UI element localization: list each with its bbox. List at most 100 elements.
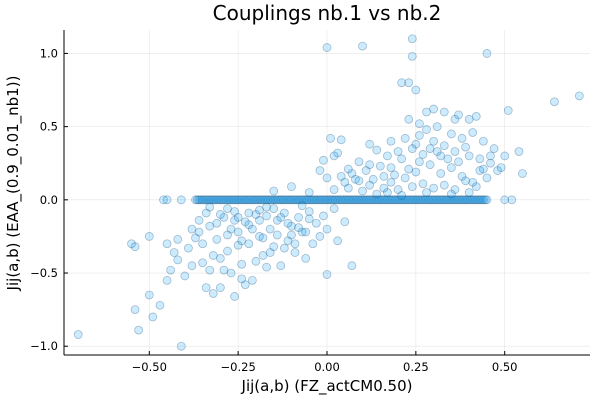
data-point (287, 195, 296, 205)
data-point (358, 195, 368, 205)
data-point (290, 248, 300, 257)
data-point (241, 195, 251, 205)
data-point (198, 239, 208, 249)
data-point (457, 133, 467, 143)
data-point (290, 239, 300, 249)
data-point (233, 195, 243, 205)
data-point (365, 195, 375, 205)
data-point (419, 195, 428, 205)
data-point (475, 166, 485, 175)
data-point (197, 195, 207, 205)
data-point (208, 251, 218, 260)
data-point (415, 195, 425, 205)
data-point (400, 173, 410, 183)
data-point (73, 330, 83, 339)
data-point (518, 169, 527, 178)
data-point (201, 208, 211, 218)
data-point (436, 195, 446, 205)
data-point (450, 114, 460, 124)
data-point (433, 195, 443, 205)
data-point (187, 224, 197, 234)
data-point (201, 283, 211, 293)
data-point (458, 195, 467, 205)
data-point (476, 195, 485, 205)
data-point (215, 253, 225, 263)
data-point (358, 186, 367, 196)
data-point (329, 185, 339, 194)
data-point (223, 204, 232, 214)
y-tick-label: 0.5 (40, 120, 58, 134)
data-point (365, 139, 375, 149)
data-point (469, 195, 479, 205)
data-point (187, 261, 197, 271)
data-point (331, 195, 340, 205)
data-point (210, 195, 220, 205)
data-point (213, 195, 223, 205)
data-point (212, 234, 222, 244)
data-point (453, 195, 463, 205)
data-point (269, 186, 279, 196)
data-point (176, 341, 186, 351)
data-point (336, 195, 345, 205)
data-point (144, 232, 154, 241)
data-point (248, 195, 257, 205)
data-point (255, 215, 264, 225)
data-point (457, 171, 467, 181)
data-point (489, 144, 499, 153)
data-point (295, 195, 305, 205)
x-tick-label: 0.25 (403, 360, 429, 374)
data-point (258, 233, 268, 243)
data-point (173, 234, 183, 244)
data-point (204, 195, 213, 205)
data-point (360, 195, 370, 205)
data-point (283, 236, 293, 246)
data-point (480, 195, 490, 205)
data-point (550, 97, 559, 107)
data-point (446, 163, 456, 173)
data-point (397, 195, 407, 205)
data-point (486, 158, 495, 168)
data-point (230, 195, 239, 205)
data-point (225, 195, 235, 205)
data-point (354, 157, 364, 167)
data-point (309, 195, 319, 205)
data-point (386, 177, 396, 187)
data-point (446, 195, 456, 205)
data-point (352, 195, 362, 205)
data-point (344, 195, 353, 205)
data-point (429, 183, 439, 193)
data-point (180, 271, 190, 281)
data-point (430, 195, 440, 205)
data-point (311, 218, 321, 228)
data-point (191, 233, 200, 243)
data-point (322, 173, 332, 183)
data-point (388, 195, 397, 205)
data-point (329, 151, 339, 161)
data-point (301, 195, 311, 205)
data-point (272, 215, 282, 225)
data-point (194, 195, 204, 205)
data-point (423, 195, 433, 205)
data-point (349, 195, 358, 205)
data-point (294, 223, 303, 233)
data-point (451, 195, 461, 205)
data-point (427, 195, 436, 205)
data-point (362, 195, 371, 205)
data-point (454, 157, 463, 167)
data-point (368, 174, 378, 184)
data-point (397, 78, 407, 88)
data-point (464, 195, 474, 205)
x-tick-label: 0.00 (314, 360, 340, 374)
data-point (226, 195, 236, 205)
data-point (293, 195, 303, 205)
data-point (176, 195, 186, 205)
data-point (429, 136, 439, 146)
y-tick-label: 0.0 (40, 193, 58, 207)
data-point (354, 176, 364, 186)
data-point (277, 195, 287, 205)
data-point (333, 236, 343, 246)
data-point (255, 232, 264, 241)
data-point (306, 195, 316, 205)
data-point (279, 243, 289, 253)
